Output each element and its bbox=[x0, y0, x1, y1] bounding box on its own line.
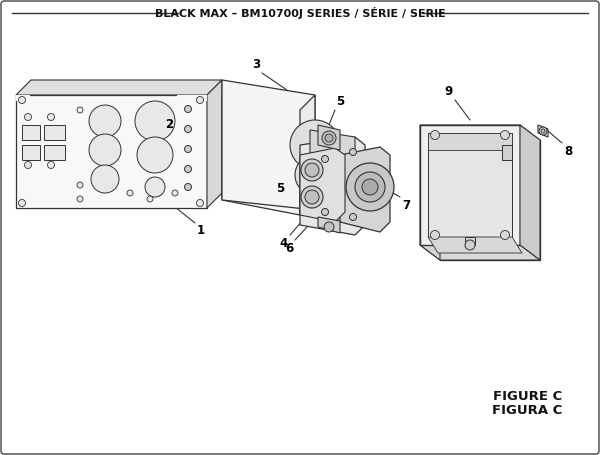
Circle shape bbox=[89, 134, 121, 166]
Polygon shape bbox=[300, 148, 345, 222]
Circle shape bbox=[305, 190, 319, 204]
Circle shape bbox=[325, 134, 333, 142]
Circle shape bbox=[500, 231, 509, 239]
Polygon shape bbox=[428, 133, 512, 237]
Circle shape bbox=[431, 131, 439, 140]
Circle shape bbox=[197, 199, 203, 207]
Polygon shape bbox=[44, 145, 65, 160]
Text: 3: 3 bbox=[252, 58, 260, 71]
Text: 4: 4 bbox=[280, 237, 288, 250]
Circle shape bbox=[47, 162, 55, 168]
Polygon shape bbox=[420, 125, 440, 260]
Circle shape bbox=[137, 137, 173, 173]
Circle shape bbox=[431, 231, 439, 239]
Circle shape bbox=[500, 131, 509, 140]
Circle shape bbox=[47, 113, 55, 121]
Polygon shape bbox=[428, 133, 512, 150]
Circle shape bbox=[349, 213, 356, 221]
Circle shape bbox=[322, 131, 336, 145]
Circle shape bbox=[185, 106, 191, 112]
Polygon shape bbox=[300, 137, 365, 235]
Circle shape bbox=[305, 163, 319, 177]
Circle shape bbox=[300, 185, 330, 215]
Polygon shape bbox=[310, 130, 355, 168]
Circle shape bbox=[349, 148, 356, 156]
Polygon shape bbox=[16, 95, 30, 101]
Circle shape bbox=[355, 172, 385, 202]
Polygon shape bbox=[420, 245, 540, 260]
Polygon shape bbox=[420, 125, 540, 140]
Text: 8: 8 bbox=[564, 145, 572, 158]
Polygon shape bbox=[520, 125, 540, 260]
Circle shape bbox=[19, 199, 25, 207]
Text: FIGURA C: FIGURA C bbox=[491, 404, 562, 417]
Polygon shape bbox=[16, 80, 222, 95]
Polygon shape bbox=[44, 125, 65, 140]
Circle shape bbox=[322, 156, 329, 162]
Polygon shape bbox=[538, 125, 548, 137]
Polygon shape bbox=[428, 237, 522, 253]
Text: FIGURE C: FIGURE C bbox=[493, 390, 562, 403]
Circle shape bbox=[77, 182, 83, 188]
Circle shape bbox=[322, 208, 329, 216]
Polygon shape bbox=[16, 95, 207, 208]
Circle shape bbox=[25, 113, 32, 121]
Circle shape bbox=[25, 162, 32, 168]
Polygon shape bbox=[300, 95, 315, 215]
Text: 2: 2 bbox=[165, 117, 173, 131]
Polygon shape bbox=[22, 145, 40, 160]
Circle shape bbox=[185, 166, 191, 172]
Circle shape bbox=[19, 96, 25, 103]
Text: BLACK MAX – BM10700J SERIES / SÉRIE / SERIE: BLACK MAX – BM10700J SERIES / SÉRIE / SE… bbox=[155, 7, 445, 19]
Polygon shape bbox=[465, 237, 475, 245]
Circle shape bbox=[89, 105, 121, 137]
Circle shape bbox=[172, 190, 178, 196]
Polygon shape bbox=[318, 125, 340, 150]
Circle shape bbox=[77, 196, 83, 202]
Circle shape bbox=[362, 179, 378, 195]
Circle shape bbox=[185, 126, 191, 132]
Circle shape bbox=[185, 183, 191, 191]
Circle shape bbox=[197, 96, 203, 103]
Circle shape bbox=[541, 129, 545, 133]
Text: 7: 7 bbox=[402, 199, 410, 212]
Polygon shape bbox=[440, 140, 540, 260]
Circle shape bbox=[135, 101, 175, 141]
Text: 9: 9 bbox=[445, 85, 453, 98]
Circle shape bbox=[185, 146, 191, 152]
Circle shape bbox=[346, 163, 394, 211]
Circle shape bbox=[324, 222, 334, 232]
Text: 1: 1 bbox=[197, 224, 205, 237]
Text: 5: 5 bbox=[336, 95, 344, 108]
Circle shape bbox=[127, 190, 133, 196]
Polygon shape bbox=[420, 125, 520, 245]
Circle shape bbox=[539, 127, 547, 135]
Circle shape bbox=[145, 177, 165, 197]
Polygon shape bbox=[22, 125, 40, 140]
Circle shape bbox=[295, 155, 335, 195]
Circle shape bbox=[290, 120, 340, 170]
Circle shape bbox=[301, 186, 323, 208]
Circle shape bbox=[147, 196, 153, 202]
Polygon shape bbox=[177, 95, 207, 101]
Polygon shape bbox=[222, 95, 300, 215]
Polygon shape bbox=[207, 80, 222, 208]
Circle shape bbox=[301, 159, 323, 181]
Text: 5: 5 bbox=[276, 182, 284, 194]
Polygon shape bbox=[318, 217, 340, 233]
Circle shape bbox=[91, 165, 119, 193]
Polygon shape bbox=[340, 147, 390, 232]
Circle shape bbox=[465, 240, 475, 250]
Polygon shape bbox=[502, 145, 512, 160]
Text: 6: 6 bbox=[285, 242, 293, 255]
Circle shape bbox=[77, 107, 83, 113]
Polygon shape bbox=[222, 80, 315, 210]
